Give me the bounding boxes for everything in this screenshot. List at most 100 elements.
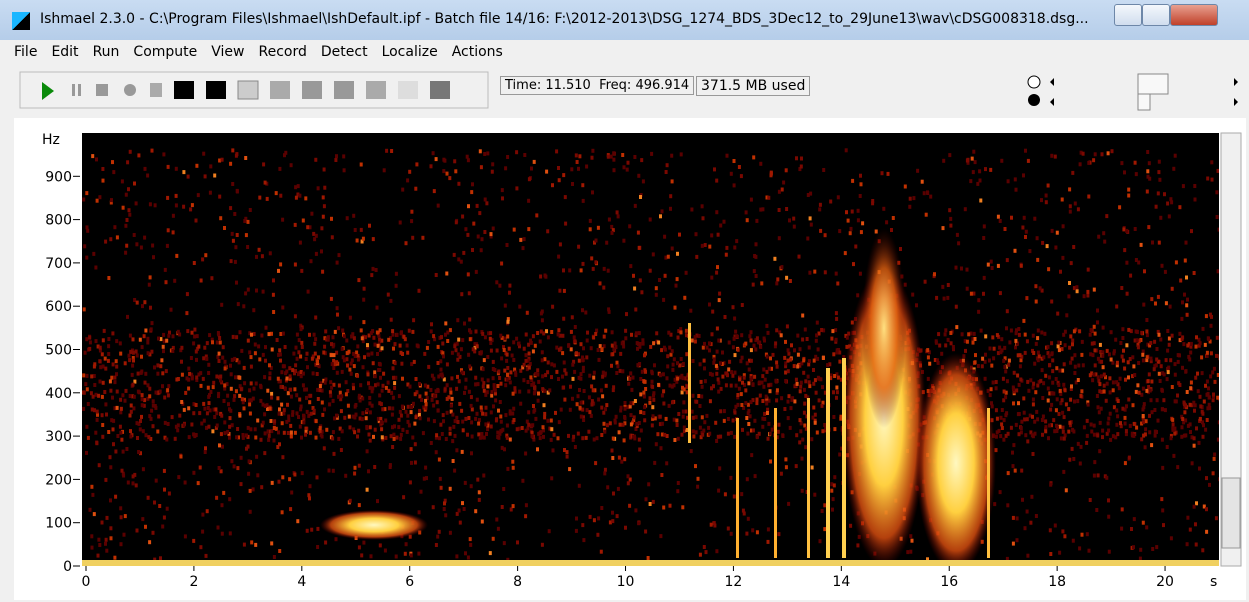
noise-pixel [594,260,597,264]
noise-pixel [85,451,88,455]
noise-pixel [387,293,390,297]
tool-button[interactable] [398,81,418,99]
noise-pixel [302,420,305,424]
noise-pixel [658,278,661,282]
noise-pixel [461,370,464,374]
noise-pixel [469,537,472,541]
noise-pixel [1199,404,1202,408]
tool-button[interactable] [270,81,290,99]
noise-pixel [106,516,109,520]
slider-right[interactable] [1234,98,1238,106]
noise-pixel [497,527,500,531]
noise-pixel [119,398,122,402]
tool-button[interactable] [302,81,322,99]
menu-item[interactable]: Compute [133,44,197,60]
menu-item[interactable]: Localize [382,44,438,60]
noise-pixel [506,436,509,440]
noise-pixel [275,191,278,195]
maximize-button[interactable] [1142,4,1170,26]
tool-button[interactable] [430,81,450,99]
noise-pixel [1004,395,1007,399]
noise-pixel [1105,214,1108,218]
noise-pixel [370,352,373,356]
menu-item[interactable]: Actions [452,44,503,60]
noise-pixel [92,252,95,256]
play-button[interactable] [42,82,54,100]
noise-pixel [1016,516,1019,520]
noise-pixel [645,497,648,501]
noise-pixel [260,334,263,338]
noise-pixel [264,345,267,349]
noise-pixel [832,352,835,356]
noise-pixel [156,372,159,376]
noise-pixel [767,540,770,544]
noise-pixel [514,371,517,375]
noise-pixel [755,274,758,278]
noise-pixel [629,264,632,268]
noise-pixel [1213,457,1216,461]
noise-pixel [311,357,314,361]
noise-pixel [595,239,598,243]
noise-pixel [1007,179,1010,183]
tool-button[interactable] [334,81,354,99]
record-button[interactable] [124,84,136,96]
noise-pixel [701,244,704,248]
noise-pixel [141,517,144,521]
noise-pixel [243,366,246,370]
menu-item[interactable]: Record [259,44,307,60]
close-button[interactable] [1170,4,1218,26]
noise-pixel [389,299,392,303]
noise-pixel [559,242,562,246]
noise-pixel [82,373,85,377]
slider-thumb[interactable] [1138,94,1150,110]
slider-left[interactable] [1050,78,1054,86]
minimize-button[interactable] [1114,4,1142,26]
noise-pixel [1111,149,1114,153]
menu-item[interactable]: Detect [321,44,368,60]
noise-pixel [400,362,403,366]
noise-pixel [622,239,625,243]
noise-pixel [1169,197,1172,201]
pause-button[interactable] [72,84,75,96]
tool-button[interactable] [238,81,258,99]
noise-pixel [1099,421,1102,425]
noise-pixel [1010,216,1013,220]
menu-item[interactable]: View [211,44,244,60]
noise-pixel [627,481,630,485]
menu-item[interactable]: Edit [51,44,78,60]
noise-pixel [1145,329,1148,333]
noise-pixel [366,408,369,412]
noise-pixel [838,229,841,233]
sound-button[interactable] [150,83,162,97]
noise-pixel [171,415,174,419]
noise-pixel [1073,353,1076,357]
noise-pixel [393,386,396,390]
noise-pixel [1161,508,1164,512]
noise-pixel [302,219,305,223]
slider-thumb[interactable] [1138,74,1168,94]
noise-pixel [1155,358,1158,362]
tool-button[interactable] [366,81,386,99]
slider-right[interactable] [1234,78,1238,86]
menu-item[interactable]: Run [93,44,120,60]
noise-pixel [1114,338,1117,342]
stop-button[interactable] [96,84,108,96]
noise-pixel [132,383,135,387]
noise-pixel [747,409,750,413]
noise-pixel [449,391,452,395]
noise-pixel [1012,542,1015,546]
noise-pixel [597,398,600,402]
noise-pixel [407,420,410,424]
noise-pixel [716,265,719,269]
noise-pixel [815,391,818,395]
scroll-thumb[interactable] [1222,478,1240,548]
y-tick-label: 600 [45,299,72,315]
noise-pixel [166,388,169,392]
noise-pixel [209,191,212,195]
slider-left[interactable] [1050,98,1054,106]
zoom-out-button[interactable] [174,81,194,99]
noise-pixel [787,369,790,373]
menu-item[interactable]: File [14,44,37,60]
zoom-in-button[interactable] [206,81,226,99]
noise-pixel [808,380,811,384]
